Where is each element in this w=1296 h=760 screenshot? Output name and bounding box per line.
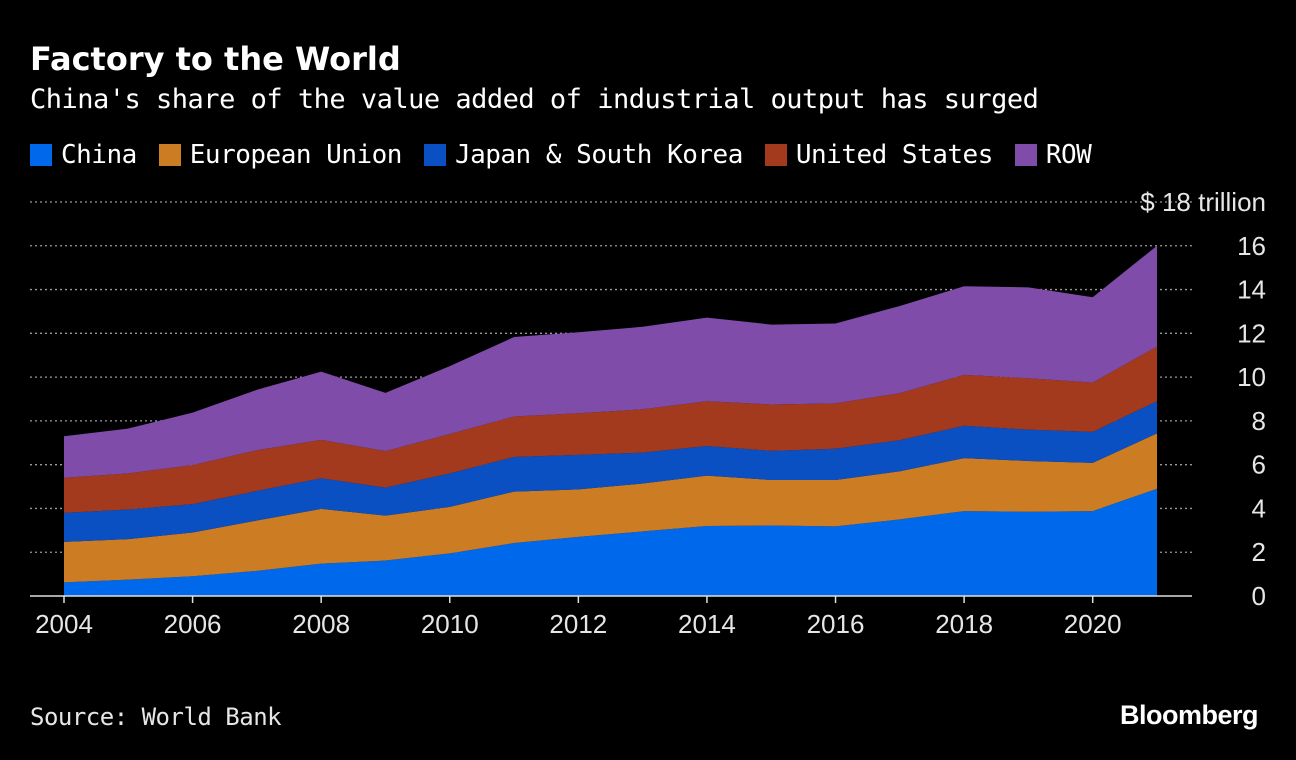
area-european-union [64, 433, 1157, 583]
y-tick-label-6: 6 [1252, 450, 1266, 480]
y-tick-label-14: 14 [1237, 275, 1266, 305]
legend-swatch-japan-south-korea [423, 144, 446, 166]
area-japan-south-korea [64, 401, 1157, 542]
x-tick-label-2016: 2016 [807, 609, 865, 639]
y-tick-label-8: 8 [1252, 406, 1266, 436]
source-note: Source: World Bank [30, 703, 282, 731]
y-tick-label-18: $ 18 trillion [1140, 187, 1266, 217]
legend-item-japan-south-korea: Japan & South Korea [423, 140, 743, 170]
legend-item-united-states: United States [764, 140, 994, 170]
area-china [64, 488, 1157, 596]
y-tick-label-2: 2 [1252, 537, 1266, 567]
chart-subtitle: China's share of the value added of indu… [30, 84, 1039, 115]
y-tick-label-4: 4 [1252, 493, 1266, 523]
y-tick-label-12: 12 [1237, 318, 1266, 348]
legend: China European Union Japan & South Korea… [30, 140, 1113, 170]
legend-label-japan-south-korea: Japan & South Korea [454, 140, 743, 170]
x-tick-label-2010: 2010 [421, 609, 479, 639]
legend-swatch-row [1014, 144, 1037, 166]
legend-swatch-china [30, 144, 52, 166]
legend-swatch-united-states [764, 144, 787, 166]
x-tick-label-2012: 2012 [549, 609, 607, 639]
legend-label-united-states: United States [795, 140, 994, 170]
legend-label-european-union: European Union [189, 140, 403, 170]
x-tick-label-2020: 2020 [1064, 609, 1122, 639]
legend-item-china: China [30, 140, 137, 170]
y-tick-label-16: 16 [1237, 231, 1266, 261]
area-row [64, 245, 1157, 478]
y-tick-label-10: 10 [1237, 362, 1266, 392]
legend-label-china: China [61, 140, 137, 170]
bloomberg-logo: Bloomberg [1119, 700, 1259, 730]
x-tick-label-2006: 2006 [164, 609, 222, 639]
x-tick-label-2018: 2018 [935, 609, 993, 639]
legend-item-european-union: European Union [158, 140, 403, 170]
x-tick-label-2014: 2014 [678, 609, 736, 639]
legend-swatch-european-union [158, 144, 181, 166]
legend-label-row: ROW [1045, 140, 1092, 170]
x-tick-label-2008: 2008 [292, 609, 350, 639]
chart-title: Factory to the World [30, 40, 401, 78]
x-tick-label-2004: 2004 [35, 609, 93, 639]
y-tick-label-0: 0 [1252, 581, 1266, 611]
legend-item-row: ROW [1014, 140, 1092, 170]
area-united-states [64, 346, 1157, 513]
